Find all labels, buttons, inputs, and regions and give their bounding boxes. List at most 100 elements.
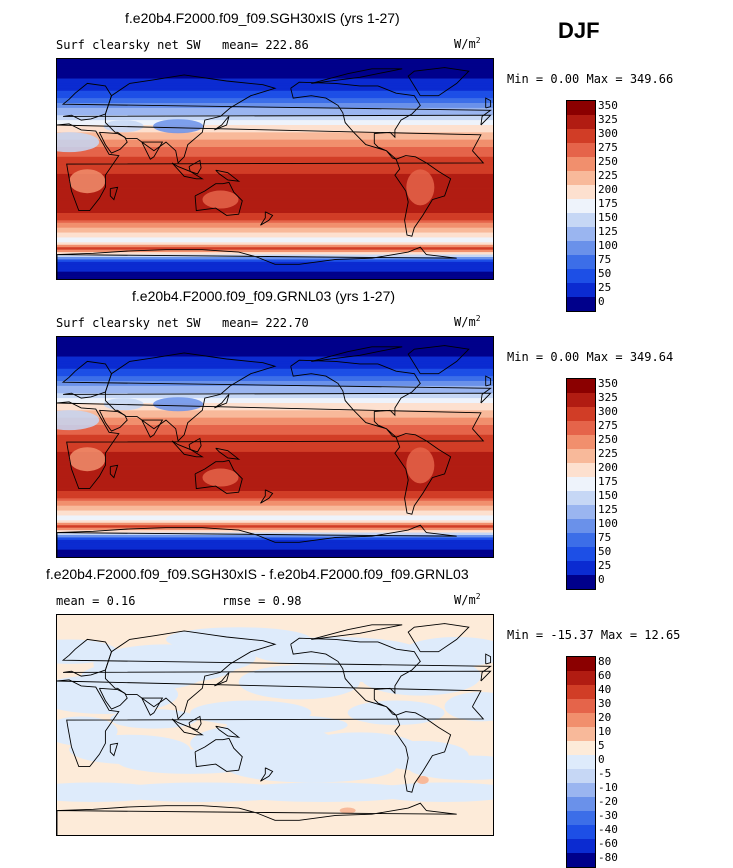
coastline-antarctica xyxy=(57,246,457,279)
coastline-samerica xyxy=(394,155,452,237)
coastline-indonesia xyxy=(171,162,204,180)
field-band xyxy=(57,261,493,265)
field-band xyxy=(57,169,493,172)
field-band xyxy=(57,442,493,445)
field-band xyxy=(57,429,493,433)
colorbar-swatch xyxy=(567,213,595,227)
field-band xyxy=(57,151,493,155)
field-band xyxy=(57,454,493,458)
colorbar-swatch xyxy=(567,839,595,853)
diff-patch xyxy=(110,709,198,729)
land-patch xyxy=(57,410,100,431)
field-band xyxy=(57,178,493,182)
coastline-madagascar xyxy=(109,464,119,479)
coastlines xyxy=(57,345,492,557)
field-band xyxy=(57,203,493,207)
colorbar-tick-label: 125 xyxy=(598,225,618,238)
panel3-map xyxy=(56,614,494,836)
coastline-australia xyxy=(194,181,243,216)
land-patch xyxy=(69,169,106,194)
field-band xyxy=(57,425,493,428)
coastline-asia xyxy=(104,352,277,442)
colorbar-tick-label: 350 xyxy=(598,377,618,390)
panel2-variable: Surf clearsky net SW xyxy=(56,316,201,330)
field-band xyxy=(57,208,493,211)
coastline-greenland xyxy=(407,345,470,375)
coastline-india_pen xyxy=(141,697,164,716)
field-band xyxy=(57,232,493,236)
coastline-asia xyxy=(104,630,277,720)
field-band xyxy=(57,537,493,541)
coastlines xyxy=(57,67,492,279)
coastline-borneo xyxy=(188,437,202,453)
diff-patch xyxy=(226,715,348,735)
coastline-australia xyxy=(194,737,243,772)
diff-patch xyxy=(359,656,481,696)
field-band xyxy=(57,181,493,185)
colorbar-swatch xyxy=(567,491,595,505)
field-band xyxy=(57,115,493,119)
coastline-europe xyxy=(61,360,492,404)
colorbar-tick-label: -10 xyxy=(598,781,618,794)
field-band xyxy=(57,222,493,226)
panel1-colorbar xyxy=(566,100,596,312)
panel2-map-svg xyxy=(57,337,493,557)
field-band xyxy=(57,532,493,536)
field-band xyxy=(57,481,493,485)
colorbar-tick-label: 200 xyxy=(598,461,618,474)
colorbar-tick-label: 200 xyxy=(598,183,618,196)
panel3-rmse: rmse = 0.98 xyxy=(222,594,302,608)
colorbar-swatch xyxy=(567,797,595,811)
field-band xyxy=(57,210,493,214)
coastline-antarctica xyxy=(57,802,457,835)
coastline-newguinea xyxy=(215,169,241,182)
field-band xyxy=(57,503,493,507)
diff-patch xyxy=(408,755,493,780)
field-band xyxy=(57,368,493,372)
field-band xyxy=(57,544,493,548)
colorbar-swatch xyxy=(567,393,595,407)
field-band xyxy=(57,134,493,138)
colorbar-swatch xyxy=(567,783,595,797)
field-band xyxy=(57,361,493,365)
coastline-arctic_is xyxy=(311,68,403,84)
field-band xyxy=(57,176,493,180)
field-band xyxy=(57,264,493,268)
colorbar-tick-label: 175 xyxy=(598,475,618,488)
colorbar-tick-label: 275 xyxy=(598,141,618,154)
field-band xyxy=(57,437,493,441)
land-patch xyxy=(153,397,204,412)
colorbar-swatch xyxy=(567,699,595,713)
field-band xyxy=(57,447,493,450)
colorbar-swatch xyxy=(567,115,595,129)
field-band xyxy=(57,344,493,348)
colorbar-swatch xyxy=(567,505,595,519)
field-band xyxy=(57,471,493,475)
land-patch xyxy=(406,447,435,484)
field-band xyxy=(57,78,493,82)
colorbar-swatch xyxy=(567,561,595,575)
field-band xyxy=(57,346,493,350)
field-band xyxy=(57,378,493,382)
field-band xyxy=(57,110,493,114)
land-patch xyxy=(202,190,239,209)
field-band xyxy=(57,88,493,92)
coastline-antarctica xyxy=(57,524,457,557)
field-band xyxy=(57,493,493,497)
coastline-indonesia xyxy=(171,440,204,458)
field-band xyxy=(57,385,493,389)
colorbar-swatch xyxy=(567,449,595,463)
coastline-madagascar xyxy=(109,742,119,757)
field-band xyxy=(57,515,493,519)
coastline-greenland xyxy=(407,623,470,653)
field-band xyxy=(57,129,493,133)
coastline-japan xyxy=(214,394,230,409)
colorbar-swatch xyxy=(567,171,595,185)
field-band xyxy=(57,412,493,416)
colorbar-tick-label: 60 xyxy=(598,669,612,682)
field-band xyxy=(57,393,493,397)
panel3-colorbar xyxy=(566,656,596,868)
field-band xyxy=(57,159,493,163)
coastline-madagascar xyxy=(109,186,119,201)
coastline-australia xyxy=(194,459,243,494)
